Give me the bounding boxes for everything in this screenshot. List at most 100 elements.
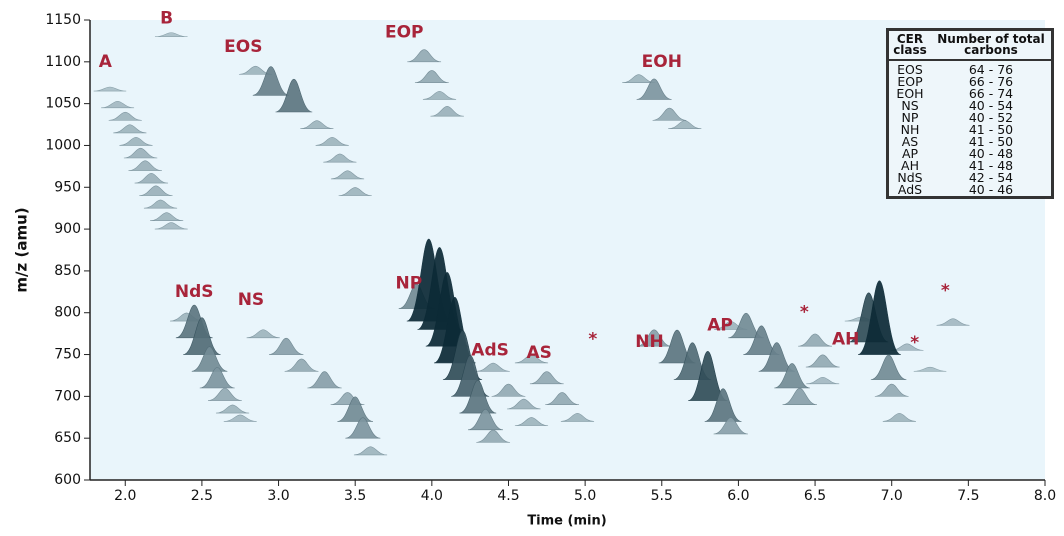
table-cell: 66 - 74 [968,86,1014,101]
x-tick-label: 7.0 [881,488,903,504]
table-row: EOP 66 - 76 [889,74,1051,89]
peak [874,383,909,397]
table-cell: EOH [896,86,924,101]
peak [108,111,142,121]
peak [514,354,549,364]
table-cell: EOS [897,62,923,77]
peak [467,409,504,431]
y-tick-label: 1050 [45,96,81,112]
table-cell: NH [900,122,920,137]
peak [806,376,840,385]
table-cell: 41 - 50 [968,134,1014,149]
x-tick-label: 8.0 [1034,488,1056,504]
class-label: NdS [175,282,214,302]
peak [284,358,319,372]
peak [337,396,374,422]
class-label: A [99,52,113,72]
class-label: AP [707,315,733,335]
table-row: AP 40 - 48 [889,146,1051,161]
peak [199,367,235,389]
table-row: AH 41 - 48 [889,159,1051,172]
y-tick-label: 800 [54,305,81,321]
peak [207,387,242,401]
peak [936,318,970,326]
peak [134,172,169,184]
x-tick-label: 3.5 [344,488,366,504]
table-cell: 41 - 50 [968,122,1014,137]
table-cell: NdS [897,170,923,185]
x-tick-label: 4.0 [421,488,443,504]
y-tick-label: 1100 [45,54,81,70]
table-row: NS 40 - 54 [889,98,1051,113]
peak [798,333,832,347]
class-label: * [941,281,950,301]
peak [407,49,442,63]
table-header: CER class [889,31,931,61]
peak [507,398,541,410]
peak [345,417,381,439]
table-header: Number of total carbons [931,31,1051,61]
peak [101,100,135,109]
peak [139,185,173,196]
y-tick-label: 950 [54,179,81,195]
x-tick-label: 4.5 [497,488,519,504]
peak [215,404,250,414]
x-tick-label: 3.0 [267,488,289,504]
class-label: * [910,333,919,353]
peak [774,363,810,389]
y-tick-label: 700 [54,388,81,404]
peak [223,414,257,422]
table-cell: EOP [897,74,923,89]
table-cell: NS [901,98,919,113]
y-tick-label: 600 [54,472,81,488]
class-label: B [160,8,173,28]
table-cell: 42 - 54 [968,170,1014,185]
peak [805,354,840,368]
table-row: AdS 40 - 46 [889,182,1051,197]
peak [636,78,672,100]
class-label: * [800,303,809,323]
table-cell: AdS [897,182,923,197]
peak [300,120,334,130]
table-cell: AP [901,146,919,161]
peak [529,371,564,385]
peak [338,187,372,196]
x-tick-label: 2.0 [114,488,136,504]
peak [713,417,748,435]
table-cell: 66 - 76 [968,74,1014,89]
peak [143,199,178,209]
y-tick-label: 650 [54,430,81,446]
peak [782,388,817,406]
peak [191,346,228,372]
peak [560,412,595,422]
table-row: NH 41 - 50 [889,122,1051,137]
class-label: EOP [385,23,424,43]
peak [459,379,497,414]
table-row: AS 41 - 50 [889,134,1051,149]
peak [430,106,464,117]
peak [93,86,127,92]
peak [123,147,158,159]
table-cell: 40 - 48 [968,146,1014,161]
x-axis-label: Time (min) [527,514,606,529]
peak [668,120,702,130]
table-row: EOS 64 - 76 [889,60,1051,76]
peak [246,329,280,339]
peak [476,429,511,443]
peak [154,32,188,38]
table-cell: 40 - 54 [968,98,1014,113]
peak [491,383,526,397]
peak [857,280,901,355]
peak [476,362,510,372]
peak [882,412,916,422]
class-label: NS [238,290,264,310]
peak [514,417,549,426]
x-tick-label: 7.5 [957,488,979,504]
y-tick-label: 900 [54,221,81,237]
peak [150,212,184,222]
x-tick-label: 5.0 [574,488,596,504]
y-axis-label: m/z (amu) [13,207,31,292]
peak [636,329,672,347]
table-cell: 40 - 46 [968,182,1014,197]
